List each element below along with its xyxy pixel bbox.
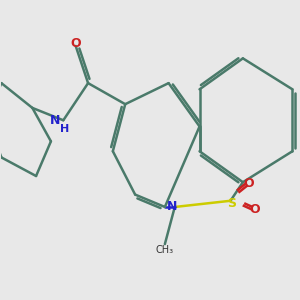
Text: N: N — [50, 114, 60, 127]
Text: N: N — [167, 200, 177, 214]
Text: O: O — [244, 177, 254, 190]
Text: O: O — [70, 37, 81, 50]
Text: O: O — [249, 202, 260, 216]
Text: H: H — [60, 124, 69, 134]
Text: S: S — [227, 197, 236, 210]
Text: CH₃: CH₃ — [156, 245, 174, 255]
